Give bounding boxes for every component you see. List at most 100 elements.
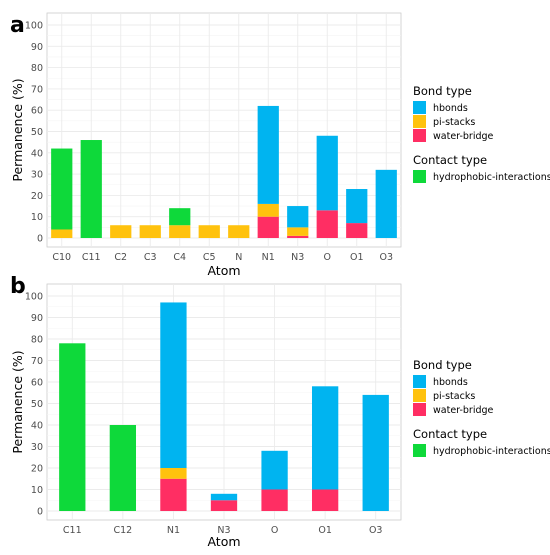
legend: Bond type hbonds pi-stacks water-bridge Cont… bbox=[413, 84, 550, 183]
x-tick-label: N3 bbox=[291, 252, 304, 263]
y-tick-label: 90 bbox=[31, 42, 43, 53]
bar-segment-hydrophobic-interactions bbox=[169, 208, 191, 226]
x-axis-title: Atom bbox=[207, 263, 240, 278]
bar-segment-hbonds bbox=[257, 105, 279, 204]
x-tick-label: C11 bbox=[63, 525, 82, 536]
y-tick-label: 50 bbox=[31, 127, 43, 138]
bar-segment-pi-stacks bbox=[110, 225, 132, 238]
chart-panel-b: b 0 10 20 30 40 50 60 70 80 90 100 C11 C12 N1 N3 O O1 O3 At… bbox=[10, 274, 550, 549]
y-tick-label: 60 bbox=[31, 106, 43, 117]
legend-swatch bbox=[413, 101, 426, 114]
legend-label: hydrophobic-interactions bbox=[433, 172, 550, 183]
legend-label: hbonds bbox=[433, 377, 468, 388]
y-tick-label: 70 bbox=[31, 84, 43, 95]
bar-segment-hydrophobic-interactions bbox=[59, 343, 86, 511]
chart-panel-a: a 0 10 20 30 40 50 60 70 80 90 100 C10 C11 C2 C3 C4 C5 N N1… bbox=[10, 12, 550, 278]
x-tick-label: O3 bbox=[379, 252, 393, 263]
bar-segment-pi-stacks bbox=[51, 229, 73, 238]
x-tick-label: N bbox=[235, 252, 242, 263]
y-tick-label: 0 bbox=[37, 507, 43, 518]
legend-swatch bbox=[413, 170, 426, 183]
panel-letter: a bbox=[10, 13, 25, 38]
bar-segment-water-bridge bbox=[311, 489, 339, 511]
bar-segment-hbonds bbox=[210, 493, 238, 501]
legend-swatch bbox=[413, 444, 426, 457]
y-tick-label: 30 bbox=[31, 170, 43, 181]
bar-segment-pi-stacks bbox=[257, 203, 279, 217]
y-tick-label: 80 bbox=[31, 63, 43, 74]
y-tick-label: 90 bbox=[31, 313, 43, 324]
bar-segment-hbonds bbox=[160, 302, 187, 468]
y-tick-label: 30 bbox=[31, 442, 43, 453]
y-tick-label: 60 bbox=[31, 378, 43, 389]
y-tick-label: 100 bbox=[25, 292, 43, 303]
legend-label: hydrophobic-interactions bbox=[433, 446, 550, 457]
bar-segment-water-bridge bbox=[257, 216, 279, 238]
x-tick-label: C3 bbox=[144, 252, 157, 263]
y-tick-label: 10 bbox=[31, 485, 43, 496]
x-tick-label: N1 bbox=[167, 525, 180, 536]
legend-label: pi-stacks bbox=[433, 117, 475, 128]
bar-segment-pi-stacks bbox=[228, 225, 250, 238]
x-tick-label: O1 bbox=[318, 525, 332, 536]
x-tick-label: C5 bbox=[203, 252, 216, 263]
y-tick-label: 20 bbox=[31, 191, 43, 202]
y-tick-label: 20 bbox=[31, 464, 43, 475]
legend-swatch bbox=[413, 375, 426, 388]
panel-letter: b bbox=[10, 274, 26, 299]
y-tick-label: 0 bbox=[37, 234, 43, 245]
x-tick-label: C10 bbox=[52, 252, 71, 263]
y-tick-label: 80 bbox=[31, 335, 43, 346]
bar-segment-hbonds bbox=[316, 135, 338, 211]
bar-segment-hbonds bbox=[261, 450, 288, 490]
plot-panel bbox=[46, 12, 402, 248]
y-axis-title: Permanence (%) bbox=[10, 350, 25, 453]
legend-label: water-bridge bbox=[433, 131, 494, 142]
bar-segment-hbonds bbox=[346, 189, 368, 224]
x-tick-label: C2 bbox=[114, 252, 127, 263]
x-tick-label: O bbox=[324, 252, 331, 263]
x-tick-label: N3 bbox=[217, 525, 230, 536]
legend-swatch bbox=[413, 389, 426, 402]
x-tick-label: C11 bbox=[82, 252, 101, 263]
bar-segment-water-bridge bbox=[160, 478, 187, 511]
legend: Bond type hbonds pi-stacks water-bridge Cont… bbox=[413, 358, 550, 457]
legend-group-title: Contact type bbox=[413, 427, 487, 441]
legend-group-title: Contact type bbox=[413, 153, 487, 167]
legend-swatch bbox=[413, 129, 426, 142]
bar-segment-hbonds bbox=[287, 206, 309, 228]
bar-segment-hydrophobic-interactions bbox=[109, 425, 137, 511]
bar-segment-hbonds bbox=[311, 386, 339, 490]
bar-segment-hbonds bbox=[375, 169, 397, 238]
bar-segment-water-bridge bbox=[287, 235, 309, 238]
x-tick-label: O3 bbox=[369, 525, 383, 536]
y-tick-label: 40 bbox=[31, 421, 43, 432]
bar-segment-hbonds bbox=[362, 394, 389, 511]
x-tick-label: O bbox=[271, 525, 278, 536]
x-tick-label: C4 bbox=[173, 252, 186, 263]
legend-swatch bbox=[413, 115, 426, 128]
bar-segment-water-bridge bbox=[210, 500, 238, 511]
legend-label: water-bridge bbox=[433, 405, 494, 416]
legend-label: pi-stacks bbox=[433, 391, 475, 402]
x-tick-label: N1 bbox=[262, 252, 275, 263]
legend-swatch bbox=[413, 403, 426, 416]
bar-segment-pi-stacks bbox=[160, 468, 187, 479]
bar-segment-pi-stacks bbox=[169, 225, 191, 238]
bar-segment-water-bridge bbox=[346, 223, 368, 238]
bar-segment-pi-stacks bbox=[139, 225, 161, 238]
y-tick-label: 70 bbox=[31, 356, 43, 367]
legend-group-title: Bond type bbox=[413, 358, 472, 372]
bar-segment-water-bridge bbox=[261, 489, 288, 511]
x-tick-label: O1 bbox=[350, 252, 364, 263]
bar-segment-pi-stacks bbox=[287, 227, 309, 236]
y-tick-label: 40 bbox=[31, 148, 43, 159]
bar-segment-pi-stacks bbox=[198, 225, 220, 238]
y-tick-label: 100 bbox=[25, 21, 43, 32]
y-tick-label: 10 bbox=[31, 212, 43, 223]
bar-segment-hydrophobic-interactions bbox=[51, 148, 73, 230]
x-tick-label: C12 bbox=[113, 525, 132, 536]
x-axis-title: Atom bbox=[207, 534, 240, 549]
legend-group-title: Bond type bbox=[413, 84, 472, 98]
